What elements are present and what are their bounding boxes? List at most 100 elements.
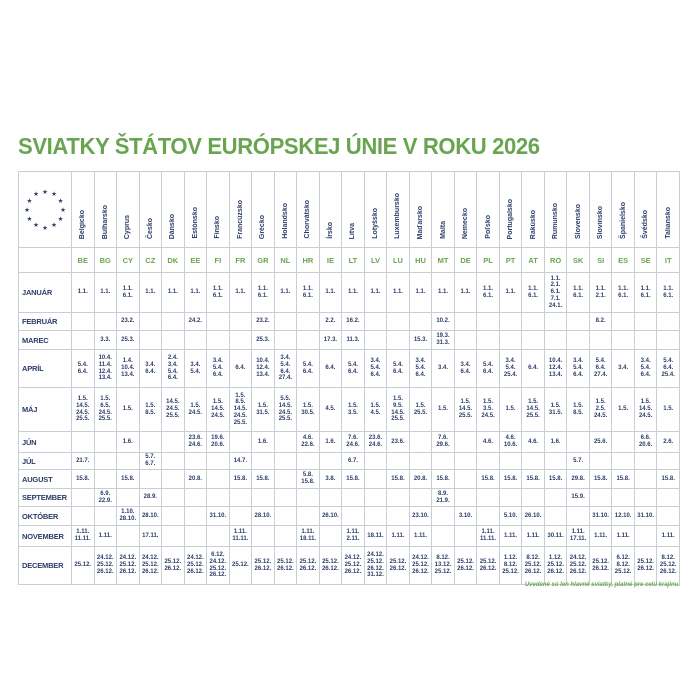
holiday-cell-cz: 17.11. [138,525,163,547]
country-header-fi: Fínsko [206,171,230,248]
holiday-cell-es [611,452,635,470]
holiday-cell-be [71,431,95,453]
holiday-cell-nl [273,431,298,453]
holiday-cell-fi: 6.12. 24.12. 25.12. 26.12. [206,546,230,585]
holiday-cell-fr: 14.7. [228,452,253,470]
holiday-cell-hr [296,488,320,507]
country-code-lv: LV [363,247,388,273]
holiday-cell-it: 15.8. [656,469,680,489]
holiday-cell-lv [363,506,388,526]
holiday-cell-nl: 25.12. 26.12. [273,546,298,585]
holiday-cell-lu [386,312,410,331]
holiday-cell-at [521,330,545,350]
holiday-cell-se [633,525,658,547]
holiday-cell-pt [498,312,523,331]
holiday-cell-ro [543,452,568,470]
holiday-cell-gr [251,488,275,507]
holiday-cell-si: 25.12. 26.12. [588,546,613,585]
holiday-cell-cz: 28.9. [138,488,163,507]
holiday-cell-se: 1.1. 6.1. [633,272,658,313]
country-code-es: ES [611,247,635,273]
holiday-cell-de: 3.4. 6.4. [453,349,478,388]
holiday-cell-lu: 1.1. [386,272,410,313]
holiday-cell-lv [363,330,388,350]
country-header-es: Španielsko [611,171,635,248]
holiday-cell-lv [363,488,388,507]
holiday-cell-cy: 1.1. 6.1. [116,272,140,313]
holiday-cell-pt: 1.11. [498,525,523,547]
country-code-hr: HR [296,247,320,273]
holiday-cell-gr: 10.4. 12.4. 13.4. [251,349,275,388]
holiday-cell-pt: 15.8. [498,469,523,489]
holiday-cell-se: 25.12. 26.12. [633,546,658,585]
country-header-hr: Chorvátsko [296,171,320,248]
holiday-cell-bg: 3.3. [93,330,118,350]
holiday-cell-es: 3.4. [611,349,635,388]
holiday-cell-at [521,312,545,331]
holiday-cell-si: 1.5. 2.5. 24.5. [588,387,613,432]
holiday-cell-ro: 1.6. [543,431,568,453]
country-header-pl: Poľsko [476,171,500,248]
month-row: DECEMBER 25.12. 24.12. 25.12. 26.12. 24.12. 25… [18,546,680,585]
holiday-cell-fi: 3.4. 5.4. 6.4. [206,349,230,388]
holiday-cell-sk [566,431,590,453]
holiday-cell-hu: 3.4. 5.4. 6.4. [408,349,433,388]
holiday-cell-be: 21.7. [71,452,95,470]
month-label: NOVEMBER [18,525,72,547]
country-header-at: Rakúsko [521,171,545,248]
holiday-cell-nl [273,330,298,350]
holiday-cell-de [453,431,478,453]
holiday-cell-es: 6.12. 8.12. 25.12. [611,546,635,585]
holiday-cell-at: 1.11. [521,525,545,547]
holiday-cell-be [71,488,95,507]
holiday-cell-cy [116,488,140,507]
holiday-cell-hu: 1.1. [408,272,433,313]
holiday-cell-de: 1.1. [453,272,478,313]
month-row: FEBRUÁR 23.2. 24.2. 23.2. 2.2. 16.2. 10.2. 8.2. [18,312,680,331]
country-header-bg: Bulharsko [93,171,118,248]
holiday-cell-bg: 1.5. 6.5. 24.5. 25.5. [93,387,118,432]
holiday-cell-it: 1.11. [656,525,680,547]
holiday-cell-se [633,330,658,350]
holiday-cell-hu: 1.5. 25.5. [408,387,433,432]
holiday-cell-be: 1.11. 11.11. [71,525,95,547]
holiday-cell-hr [296,506,320,526]
country-header-se: Švédsko [633,171,658,248]
holiday-cell-si: 1.1. 2.1. [588,272,613,313]
holiday-cell-mt: 1.5. [431,387,455,432]
eu-star-icon: ★ [51,190,57,198]
holiday-cell-se: 6.6. 20.6. [633,431,658,453]
country-header-lu: Luxembursko [386,171,410,248]
eu-star-icon: ★ [33,190,39,198]
holiday-cell-hu: 24.12. 25.12. 26.12. [408,546,433,585]
holiday-cell-sk: 29.8. [566,469,590,489]
holiday-cell-it [656,330,680,350]
country-code-bg: BG [93,247,118,273]
holiday-cell-dk [161,525,185,547]
country-header-be: Belgicko [71,171,95,248]
holiday-cell-fi [206,312,230,331]
holiday-cell-fi [206,488,230,507]
holiday-cell-ie [318,525,343,547]
codes-row-label [18,247,72,273]
holiday-cell-cz: 1.1. [138,272,163,313]
holiday-cell-nl [273,525,298,547]
holiday-cell-cy [116,525,140,547]
holiday-cell-ro: 15.8. [543,469,568,489]
holiday-cell-se [633,452,658,470]
holiday-cell-es: 15.8. [611,469,635,489]
holiday-cell-dk [161,431,185,453]
holiday-cell-dk [161,469,185,489]
page-title: SVIATKY ŠTÁTOV EURÓPSKEJ ÚNIE V ROKU 202… [18,133,540,159]
month-row: MÁJ 1.5. 14.5. 24.5. 25.5. 1.5. 6.5. 24.5. 25.5.… [18,387,680,432]
holiday-cell-de: 25.12. 26.12. [453,546,478,585]
holiday-cell-cy: 1.6. [116,431,140,453]
holiday-cell-cz: 3.4. 6.4. [138,349,163,388]
holiday-cell-pl [476,452,500,470]
month-label: MÁJ [18,387,72,432]
country-code-cz: CZ [138,247,163,273]
holiday-cell-lv: 18.11. [363,525,388,547]
holiday-cell-ee: 24.2. [183,312,208,331]
holiday-cell-ee: 1.1. [183,272,208,313]
holiday-cell-lv [363,312,388,331]
